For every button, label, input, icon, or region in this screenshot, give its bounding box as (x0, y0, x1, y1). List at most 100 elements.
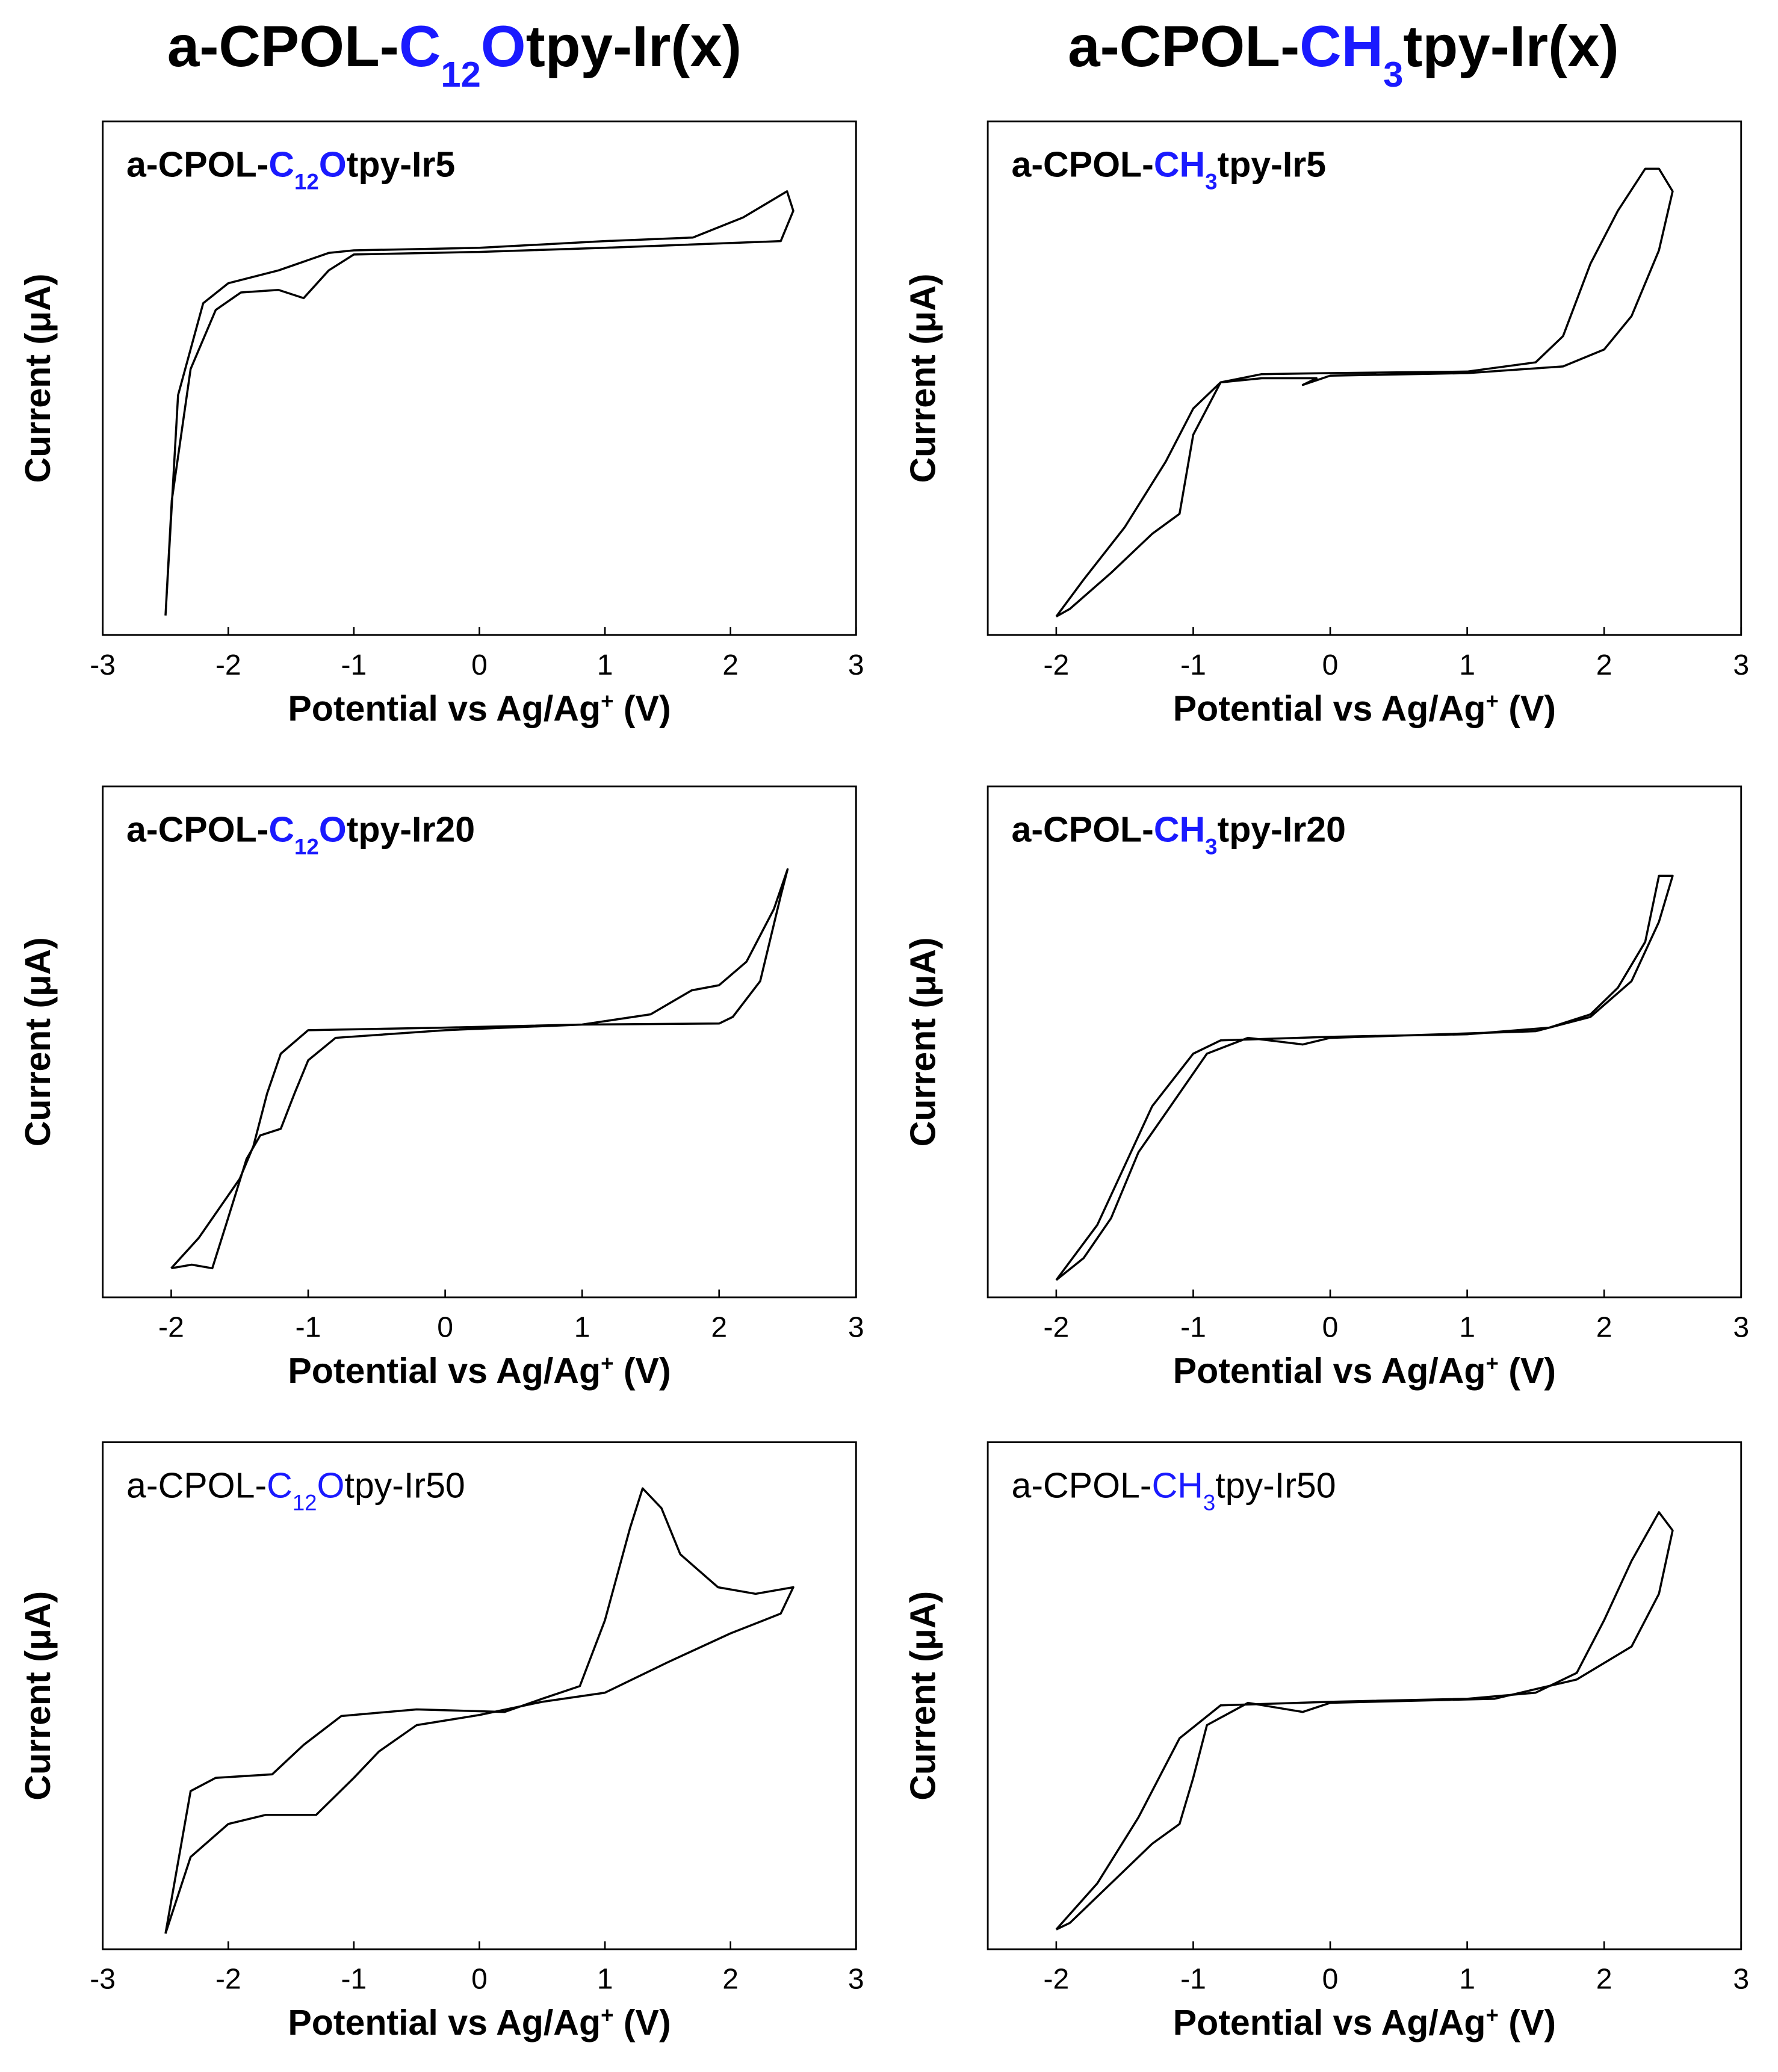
text-segment: CH (1299, 14, 1383, 79)
panel-title: a-CPOL-C12Otpy-Ir50 (126, 1465, 465, 1515)
plot-frame (102, 785, 857, 1299)
text-segment: O (481, 14, 526, 79)
text-segment: tpy-Ir20 (347, 810, 475, 850)
text-segment: Potential vs Ag/Ag (1173, 688, 1486, 728)
text-segment: tpy-Ir50 (1215, 1465, 1336, 1505)
column-title: a-CPOL-C12Otpy-Ir(x) (167, 14, 742, 94)
text-segment: + (601, 2003, 613, 2027)
plot-frame (987, 1441, 1742, 1950)
y-axis-label: Current (μA) (18, 1591, 58, 1801)
panel-title: a-CPOL-CH3tpy-Ir5 (1011, 145, 1326, 194)
plot-frame (102, 1441, 857, 1950)
text-segment: CH (1152, 1465, 1203, 1505)
cv-curve (1055, 874, 1674, 1281)
column-title: a-CPOL-CH3tpy-Ir(x) (1068, 14, 1619, 94)
x-tick-label: 0 (1322, 649, 1339, 681)
text-segment: + (601, 1351, 613, 1376)
text-segment: (V) (613, 2003, 671, 2043)
plot-frame (987, 785, 1742, 1299)
x-tick-label: -2 (215, 1963, 241, 1996)
text-segment: (V) (1499, 1351, 1556, 1391)
x-tick-label: 2 (1596, 1311, 1612, 1343)
text-segment: O (319, 810, 347, 850)
x-tick-label: 3 (848, 649, 864, 681)
y-axis-label: Current (μA) (903, 274, 943, 483)
y-axis-label: Current (μA) (18, 274, 58, 483)
x-tick-label: -2 (158, 1311, 184, 1343)
text-segment: CH (1154, 145, 1205, 185)
x-tick-label: 3 (1733, 649, 1749, 681)
text-segment: O (319, 145, 347, 185)
text-segment: tpy-Ir5 (347, 145, 456, 185)
text-segment: a-CPOL- (1011, 810, 1153, 850)
text-segment: a-CPOL- (126, 810, 268, 850)
x-tick-label: 3 (1733, 1311, 1749, 1343)
text-segment: + (1486, 688, 1499, 713)
text-segment: 3 (1203, 1490, 1215, 1515)
text-segment: 3 (1383, 54, 1403, 94)
x-tick-label: 1 (574, 1311, 590, 1343)
text-segment: a-CPOL- (1011, 1465, 1151, 1505)
text-segment: a-CPOL- (167, 14, 399, 79)
x-axis-label: Potential vs Ag/Ag+ (V) (288, 1351, 671, 1391)
text-segment: tpy-Ir(x) (526, 14, 742, 79)
text-segment: tpy-Ir5 (1218, 145, 1327, 185)
text-segment: + (1486, 1351, 1499, 1376)
x-tick-label: -2 (1043, 1311, 1069, 1343)
x-tick-label: 2 (1596, 1963, 1612, 1996)
text-segment: Potential vs Ag/Ag (288, 1351, 601, 1391)
y-axis-label: Current (μA) (18, 937, 58, 1146)
text-segment: C (268, 145, 294, 185)
text-segment: (V) (613, 1351, 671, 1391)
x-axis-label: Potential vs Ag/Ag+ (V) (1173, 2003, 1556, 2043)
cv-curve (164, 190, 795, 616)
x-tick-label: 2 (722, 1963, 739, 1996)
x-tick-label: 0 (471, 649, 488, 681)
text-segment: 12 (294, 834, 319, 859)
panel-title: a-CPOL-C12Otpy-Ir20 (126, 810, 475, 859)
x-tick-label: -2 (1043, 649, 1069, 681)
text-segment: C (267, 1465, 293, 1505)
x-tick-label: 1 (1459, 649, 1475, 681)
y-axis-label: Current (μA) (903, 1591, 943, 1801)
x-tick-label: -1 (1180, 1311, 1206, 1343)
cv-curve (170, 868, 789, 1270)
text-segment: 3 (1205, 169, 1217, 194)
text-segment: 12 (294, 169, 319, 194)
x-axis-label: Potential vs Ag/Ag+ (V) (1173, 1351, 1556, 1391)
cv-curve (1055, 167, 1674, 618)
x-tick-label: 1 (597, 1963, 613, 1996)
text-segment: (V) (1499, 688, 1556, 728)
x-tick-label: 0 (1322, 1311, 1339, 1343)
x-axis-label: Potential vs Ag/Ag+ (V) (288, 2003, 671, 2043)
y-axis-label: Current (μA) (903, 937, 943, 1146)
text-segment: C (268, 810, 294, 850)
x-tick-label: -3 (90, 649, 116, 681)
text-segment: 12 (293, 1490, 317, 1515)
x-tick-label: -1 (296, 1311, 321, 1343)
text-segment: a-CPOL- (1011, 145, 1153, 185)
panel-title: a-CPOL-CH3tpy-Ir20 (1011, 810, 1345, 859)
cv-curve (1055, 1511, 1674, 1931)
text-segment: Potential vs Ag/Ag (1173, 2003, 1486, 2043)
plot-frame (102, 120, 857, 636)
x-tick-label: -2 (1043, 1963, 1069, 1996)
text-segment: tpy-Ir20 (1218, 810, 1346, 850)
x-tick-label: 3 (848, 1963, 864, 1996)
text-segment: CH (1154, 810, 1205, 850)
text-segment: Potential vs Ag/Ag (1173, 1351, 1486, 1391)
panel-title: a-CPOL-C12Otpy-Ir5 (126, 145, 455, 194)
text-segment: tpy-Ir(x) (1403, 14, 1618, 79)
x-tick-label: -1 (1180, 649, 1206, 681)
text-segment: tpy-Ir50 (345, 1465, 465, 1505)
x-tick-label: 2 (722, 649, 739, 681)
x-axis-label: Potential vs Ag/Ag+ (V) (288, 688, 671, 729)
x-tick-label: 0 (437, 1311, 453, 1343)
x-tick-label: -2 (215, 649, 241, 681)
x-axis-label: Potential vs Ag/Ag+ (V) (1173, 688, 1556, 729)
text-segment: (V) (1499, 2003, 1556, 2043)
text-segment: + (601, 688, 613, 713)
text-segment: a-CPOL- (126, 1465, 267, 1505)
x-tick-label: 3 (848, 1311, 864, 1343)
